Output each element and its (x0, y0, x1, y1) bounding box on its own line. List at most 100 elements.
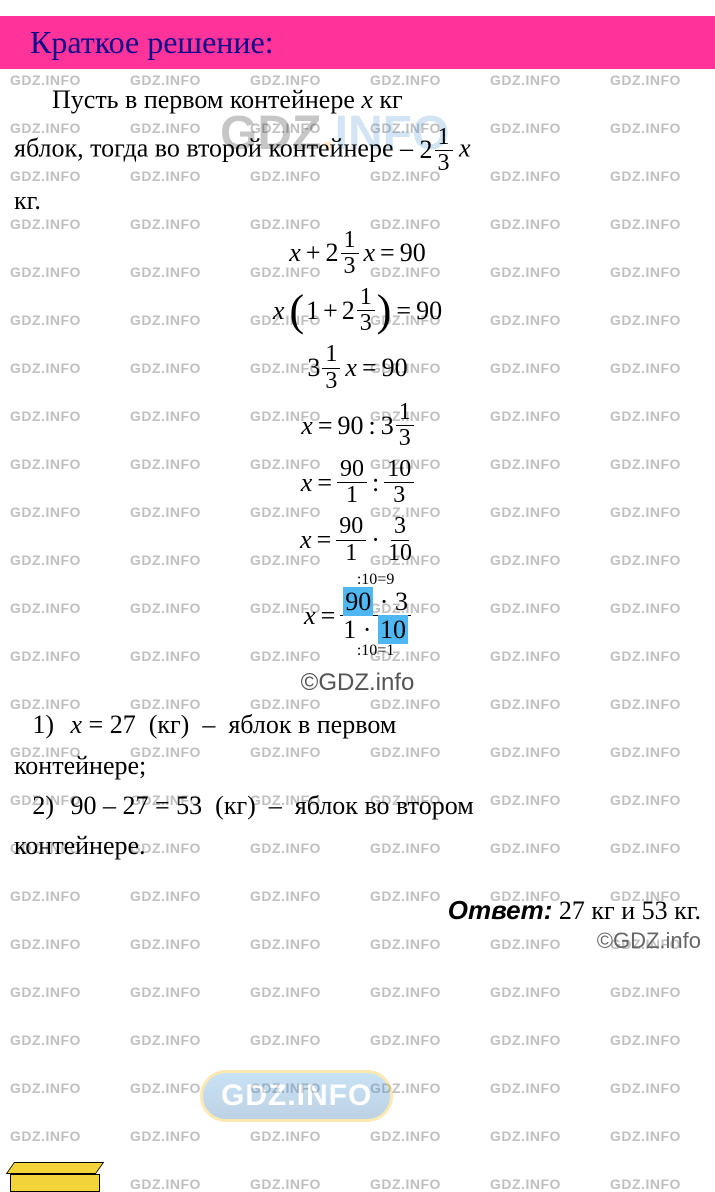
intro-1a: Пусть в первом контейнере (52, 85, 361, 114)
eq5-d2: 3 (390, 483, 408, 508)
yellow-box-icon (10, 1164, 100, 1192)
eq2-den: 3 (357, 311, 375, 336)
eq7-x: x (304, 595, 316, 637)
eq1-plus: + (306, 232, 321, 274)
step2-eq: = (155, 791, 170, 820)
step1-cont: контейнере; (14, 751, 146, 780)
eq3-den: 3 (322, 369, 340, 394)
step2-rest: яблок во втором (295, 791, 474, 820)
eq4-eq: = (318, 405, 333, 447)
eq7-frac: :10=9 90 · 3 1 · 10 :10=1 (340, 572, 411, 660)
eq7-dot2: · (363, 615, 372, 644)
eq1-num: 1 (341, 228, 359, 254)
step1-x: x (71, 710, 83, 739)
eq3-num: 1 (322, 342, 340, 368)
step-2: 2) 90 – 27 = 53 (кг) – яблок во втором (0, 786, 715, 826)
eq1-x1: x (289, 232, 301, 274)
copyright-br: ©GDZ.info (0, 926, 715, 954)
eq4-den: 3 (396, 426, 414, 451)
eq2-plus: + (323, 299, 338, 322)
eq7-d2: 10 (378, 615, 408, 644)
mixed-num: 1 (435, 125, 453, 151)
eq6-d1: 1 (342, 541, 360, 566)
eq2-whole: 2 (342, 299, 355, 322)
eq-2: x ( 1 + 2 13 ) = 90 (0, 285, 715, 336)
eq5-eq: = (317, 462, 332, 504)
content: Краткое решение: Пусть в первом контейне… (0, 16, 715, 954)
eq-5: x = 901 : 103 (0, 457, 715, 508)
step1-unit: (кг) (149, 710, 190, 739)
intro-2a: яблок, тогда во второй контейнере – (14, 133, 420, 162)
intro-1b: кг (373, 85, 403, 114)
eq5-n2: 10 (384, 457, 414, 483)
eq6-n2: 3 (391, 514, 409, 540)
eq5-n1: 90 (337, 457, 367, 483)
eq-7: x = :10=9 90 · 3 1 · 10 :10=1 (0, 572, 715, 660)
answer-label: Ответ: (448, 895, 553, 925)
eq1-den: 3 (341, 254, 359, 279)
eq7-den-row: 1 · 10 (340, 616, 411, 643)
eq4-num: 1 (396, 400, 414, 426)
eq1-whole: 2 (326, 232, 339, 274)
step1-v: 27 (110, 710, 136, 739)
eq5-div: : (372, 462, 379, 504)
eq3-whole: 3 (307, 347, 320, 389)
eq2-num: 1 (357, 285, 375, 311)
step1-rest: яблок в первом (228, 710, 396, 739)
eq7-eq: = (321, 595, 336, 637)
eq2-x: x (273, 290, 285, 332)
eq2-one: 1 (306, 299, 319, 322)
intro-3: кг. (14, 186, 41, 215)
intro-text: Пусть в первом контейнере x кг яблок, то… (0, 69, 715, 222)
eq7-dot1: · (380, 587, 389, 616)
eq1-eq: = (380, 232, 395, 274)
eq2-paren: ( 1 + 2 13 ) (289, 285, 391, 336)
copyright-center: ©GDZ.info (0, 669, 715, 697)
eq3-rhs: 90 (382, 347, 408, 389)
answer-line: Ответ: 27 кг и 53 кг. (0, 867, 715, 926)
intro-var1: x (361, 85, 373, 114)
step2-r: 53 (176, 791, 202, 820)
eq7-ann-top: :10=9 (357, 572, 394, 588)
step2-cont: контейнере. (14, 831, 146, 860)
step2-minus: – (103, 791, 116, 820)
step2-b: 27 (123, 791, 149, 820)
answer-text: 27 кг и 53 кг. (552, 896, 701, 925)
eq4-div: : (368, 405, 375, 447)
step-1: 1) x = 27 (кг) – яблок в первом (0, 705, 715, 745)
step1-idx: 1) (14, 705, 54, 745)
header-bar: Краткое решение: (0, 16, 715, 69)
eq-4: x = 90 : 3 13 (0, 400, 715, 451)
eq3-eq: = (362, 347, 377, 389)
step2-idx: 2) (14, 786, 54, 826)
mixed-whole: 2 (420, 129, 433, 171)
step1-dash: – (202, 710, 215, 739)
eq1-x2: x (364, 232, 376, 274)
step2-a: 90 (71, 791, 97, 820)
eq-6: x = 901 · 310 (0, 514, 715, 565)
eq7-n1: 90 (343, 587, 373, 616)
eq6-eq: = (317, 519, 332, 561)
eq7-num-row: 90 · 3 (340, 588, 411, 616)
intro-mixed: 2 1 3 (420, 125, 453, 176)
eq6-x: x (300, 519, 312, 561)
eq1-rhs: 90 (400, 232, 426, 274)
eq4-lhs: 90 (337, 405, 363, 447)
eq-1: x + 2 13 x = 90 (0, 228, 715, 279)
eq6-d2: 10 (385, 541, 415, 566)
step-1-cont: контейнере; (0, 746, 715, 786)
eq5-d1: 1 (343, 483, 361, 508)
bg-logo-pill: GDZ.INFO (200, 1070, 393, 1122)
eq-3: 3 13 x = 90 (0, 342, 715, 393)
step-2-cont: контейнере. (0, 826, 715, 866)
eq7-n2: 3 (395, 587, 408, 616)
eq6-n1: 90 (336, 514, 366, 540)
eq7-d1: 1 (343, 615, 356, 644)
eq3-x: x (345, 347, 357, 389)
mixed-frac: 1 3 (435, 125, 453, 176)
header-label: Краткое решение: (30, 24, 274, 60)
eq2-rhs: 90 (416, 290, 442, 332)
step1-eq: = (89, 710, 104, 739)
step2-unit: (кг) (215, 791, 256, 820)
equations: x + 2 13 x = 90 x ( 1 + 2 13 ) = 90 3 (0, 228, 715, 660)
